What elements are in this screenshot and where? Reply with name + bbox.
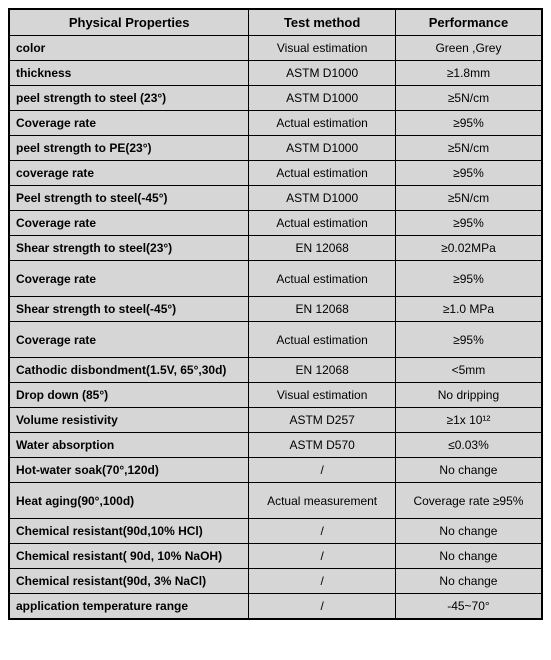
property-cell: Coverage rate [9, 111, 249, 136]
table-row: Chemical resistant(90d,10% HCl)/No chang… [9, 519, 542, 544]
method-cell: ASTM D1000 [249, 186, 396, 211]
table-row: Chemical resistant(90d, 3% NaCl)/No chan… [9, 569, 542, 594]
method-cell: Actual estimation [249, 261, 396, 297]
performance-cell: ≥5N/cm [395, 136, 542, 161]
property-cell: color [9, 36, 249, 61]
performance-cell: No change [395, 569, 542, 594]
property-cell: application temperature range [9, 594, 249, 620]
performance-cell: -45~70° [395, 594, 542, 620]
table-row: Peel strength to steel(-45°)ASTM D1000≥5… [9, 186, 542, 211]
table-row: thicknessASTM D1000≥1.8mm [9, 61, 542, 86]
property-cell: Shear strength to steel(-45°) [9, 297, 249, 322]
header-row: Physical Properties Test method Performa… [9, 9, 542, 36]
table-row: Volume resistivityASTM D257≥1x 10¹² [9, 408, 542, 433]
table-row: peel strength to steel (23°)ASTM D1000≥5… [9, 86, 542, 111]
method-cell: Actual estimation [249, 111, 396, 136]
table-row: Coverage rateActual estimation≥95% [9, 111, 542, 136]
property-cell: Shear strength to steel(23°) [9, 236, 249, 261]
method-cell: Visual estimation [249, 36, 396, 61]
properties-table: Physical Properties Test method Performa… [8, 8, 543, 620]
table-row: Heat aging(90°,100d)Actual measurementCo… [9, 483, 542, 519]
table-row: Coverage rateActual estimation≥95% [9, 261, 542, 297]
property-cell: Chemical resistant( 90d, 10% NaOH) [9, 544, 249, 569]
method-cell: Actual estimation [249, 322, 396, 358]
performance-cell: No dripping [395, 383, 542, 408]
method-cell: EN 12068 [249, 358, 396, 383]
table-body: colorVisual estimationGreen ,Greythickne… [9, 36, 542, 620]
header-physical-properties: Physical Properties [9, 9, 249, 36]
method-cell: ASTM D1000 [249, 86, 396, 111]
property-cell: peel strength to steel (23°) [9, 86, 249, 111]
table-row: Shear strength to steel(23°)EN 12068≥0.0… [9, 236, 542, 261]
performance-cell: ≥5N/cm [395, 86, 542, 111]
performance-cell: ≥1.8mm [395, 61, 542, 86]
property-cell: Coverage rate [9, 261, 249, 297]
header-test-method: Test method [249, 9, 396, 36]
property-cell: thickness [9, 61, 249, 86]
method-cell: ASTM D257 [249, 408, 396, 433]
method-cell: ASTM D570 [249, 433, 396, 458]
performance-cell: ≥95% [395, 211, 542, 236]
performance-cell: ≤0.03% [395, 433, 542, 458]
table-row: Hot-water soak(70°,120d)/No change [9, 458, 542, 483]
method-cell: / [249, 569, 396, 594]
property-cell: Coverage rate [9, 322, 249, 358]
property-cell: coverage rate [9, 161, 249, 186]
property-cell: Heat aging(90°,100d) [9, 483, 249, 519]
property-cell: Chemical resistant(90d,10% HCl) [9, 519, 249, 544]
method-cell: Actual estimation [249, 161, 396, 186]
method-cell: Actual measurement [249, 483, 396, 519]
performance-cell: Green ,Grey [395, 36, 542, 61]
table-row: coverage rateActual estimation≥95% [9, 161, 542, 186]
method-cell: EN 12068 [249, 297, 396, 322]
table-row: Coverage rateActual estimation≥95% [9, 322, 542, 358]
method-cell: / [249, 519, 396, 544]
performance-cell: ≥95% [395, 261, 542, 297]
method-cell: ASTM D1000 [249, 136, 396, 161]
header-performance: Performance [395, 9, 542, 36]
table-row: Coverage rateActual estimation≥95% [9, 211, 542, 236]
performance-cell: ≥0.02MPa [395, 236, 542, 261]
table-row: Chemical resistant( 90d, 10% NaOH)/No ch… [9, 544, 542, 569]
table-row: Cathodic disbondment(1.5V, 65°,30d)EN 12… [9, 358, 542, 383]
property-cell: Hot-water soak(70°,120d) [9, 458, 249, 483]
table-row: colorVisual estimationGreen ,Grey [9, 36, 542, 61]
performance-cell: ≥5N/cm [395, 186, 542, 211]
performance-cell: No change [395, 458, 542, 483]
performance-cell: ≥95% [395, 111, 542, 136]
property-cell: Drop down (85°) [9, 383, 249, 408]
property-cell: Coverage rate [9, 211, 249, 236]
method-cell: / [249, 544, 396, 569]
property-cell: Volume resistivity [9, 408, 249, 433]
property-cell: Water absorption [9, 433, 249, 458]
performance-cell: No change [395, 544, 542, 569]
performance-cell: <5mm [395, 358, 542, 383]
property-cell: peel strength to PE(23°) [9, 136, 249, 161]
table-row: Drop down (85°)Visual estimationNo dripp… [9, 383, 542, 408]
method-cell: Actual estimation [249, 211, 396, 236]
method-cell: / [249, 458, 396, 483]
performance-cell: ≥95% [395, 161, 542, 186]
performance-cell: Coverage rate ≥95% [395, 483, 542, 519]
table-row: Shear strength to steel(-45°)EN 12068≥1.… [9, 297, 542, 322]
property-cell: Chemical resistant(90d, 3% NaCl) [9, 569, 249, 594]
performance-cell: No change [395, 519, 542, 544]
method-cell: ASTM D1000 [249, 61, 396, 86]
performance-cell: ≥1.0 MPa [395, 297, 542, 322]
method-cell: / [249, 594, 396, 620]
table-row: Water absorptionASTM D570≤0.03% [9, 433, 542, 458]
property-cell: Peel strength to steel(-45°) [9, 186, 249, 211]
method-cell: Visual estimation [249, 383, 396, 408]
performance-cell: ≥95% [395, 322, 542, 358]
property-cell: Cathodic disbondment(1.5V, 65°,30d) [9, 358, 249, 383]
table-row: application temperature range/-45~70° [9, 594, 542, 620]
performance-cell: ≥1x 10¹² [395, 408, 542, 433]
table-row: peel strength to PE(23°)ASTM D1000≥5N/cm [9, 136, 542, 161]
method-cell: EN 12068 [249, 236, 396, 261]
